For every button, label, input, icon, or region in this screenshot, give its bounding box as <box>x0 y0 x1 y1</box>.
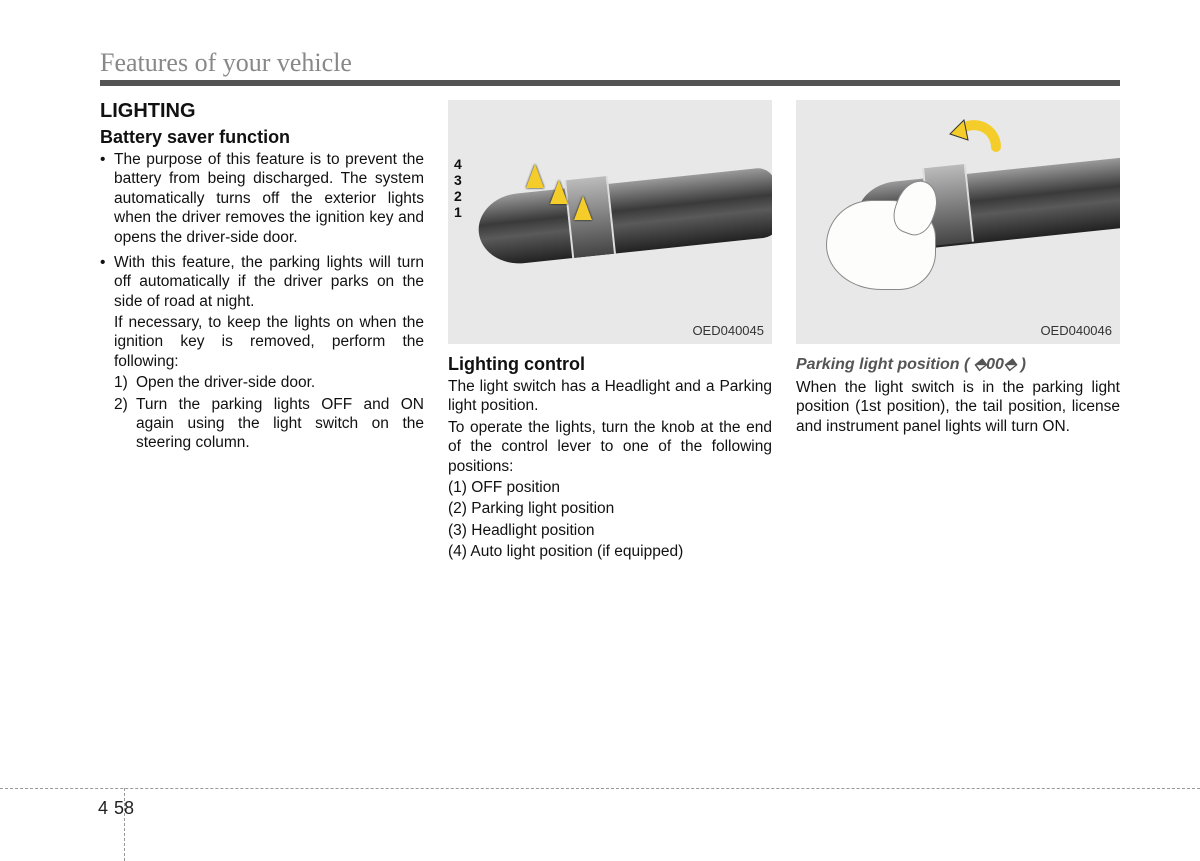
pos-1: 1 <box>454 204 462 220</box>
figure-parking-light: OED040046 <box>796 100 1120 344</box>
column-2: 4 3 2 1 OED040045 Lighting control The l… <box>448 100 772 563</box>
parking-light-p1: When the light switch is in the parking … <box>796 378 1120 436</box>
battery-saver-list: The purpose of this feature is to preven… <box>100 150 424 453</box>
lighting-p2: To operate the lights, turn the knob at … <box>448 418 772 476</box>
hand-illustration <box>806 170 956 300</box>
step-2: 2) Turn the parking lights OFF and ON ag… <box>114 395 424 453</box>
section-title: LIGHTING <box>100 100 424 123</box>
steps-list: 1) Open the driver-side door. 2) Turn th… <box>114 373 424 453</box>
battery-saver-title: Battery saver function <box>100 127 424 148</box>
lighting-p1: The light switch has a Headlight and a P… <box>448 377 772 416</box>
opt-2: (2) Parking light position <box>448 499 772 518</box>
arrow-up-icon <box>574 196 592 220</box>
pos-4: 4 <box>454 156 462 172</box>
page-number: 4 58 <box>98 798 134 819</box>
footer-dashes <box>0 788 1200 789</box>
opt-4: (4) Auto light position (if equipped) <box>448 542 772 561</box>
header-rule <box>100 80 1120 86</box>
bullet-2-cont: If necessary, to keep the lights on when… <box>114 313 424 371</box>
arrow-curve-icon <box>946 112 1006 172</box>
step-1-text: Open the driver-side door. <box>136 373 424 392</box>
step-1-num: 1) <box>114 373 136 392</box>
step-2-num: 2) <box>114 395 136 453</box>
figure-label: OED040046 <box>1040 323 1112 338</box>
arrow-up-icon <box>526 164 544 188</box>
bullet-2-text: With this feature, the parking lights wi… <box>114 253 424 311</box>
pos-3: 3 <box>454 172 462 188</box>
pos-2: 2 <box>454 188 462 204</box>
lever-body <box>475 167 772 268</box>
column-1: LIGHTING Battery saver function The purp… <box>100 100 424 563</box>
chapter-number: 4 <box>98 798 108 819</box>
arrow-up-icon <box>550 180 568 204</box>
parking-light-title: Parking light position ( ⬘00⬘ ) <box>796 354 1120 374</box>
step-2-text: Turn the parking lights OFF and ON again… <box>136 395 424 453</box>
figure-label: OED040045 <box>692 323 764 338</box>
opt-3: (3) Headlight position <box>448 521 772 540</box>
bullet-2: With this feature, the parking lights wi… <box>100 253 424 453</box>
content-columns: LIGHTING Battery saver function The purp… <box>100 100 1120 563</box>
position-labels: 4 3 2 1 <box>454 156 462 220</box>
step-1: 1) Open the driver-side door. <box>114 373 424 392</box>
opt-1: (1) OFF position <box>448 478 772 497</box>
column-3: OED040046 Parking light position ( ⬘00⬘ … <box>796 100 1120 563</box>
figure-lighting-control: 4 3 2 1 OED040045 <box>448 100 772 344</box>
page-number-value: 58 <box>114 798 134 819</box>
header-title: Features of your vehicle <box>100 48 1120 80</box>
lighting-control-title: Lighting control <box>448 354 772 375</box>
lever-illustration <box>478 162 772 292</box>
position-options: (1) OFF position (2) Parking light posit… <box>448 478 772 562</box>
bullet-1: The purpose of this feature is to preven… <box>100 150 424 247</box>
